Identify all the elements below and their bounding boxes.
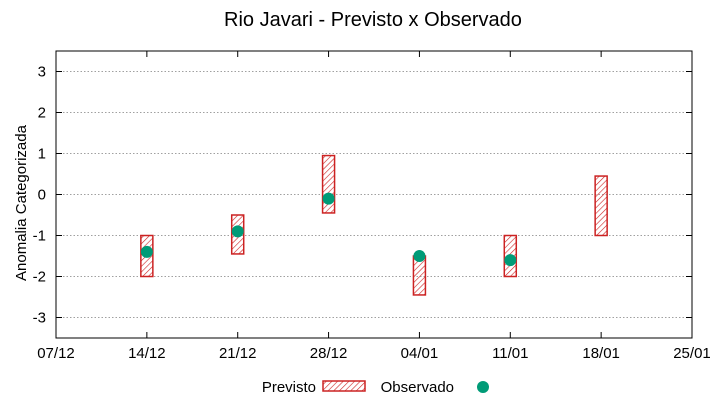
x-tick-label: 25/01 — [673, 345, 711, 362]
previsto-bar — [594, 175, 608, 237]
y-tick-label: 2 — [38, 105, 46, 122]
x-tick-label: 28/12 — [310, 345, 348, 362]
y-tick-label: 1 — [38, 146, 46, 163]
x-tick-label: 07/12 — [37, 345, 75, 362]
observado-point — [231, 225, 244, 238]
observado-series — [140, 192, 517, 267]
plot-frame — [55, 50, 693, 339]
y-tick-label: 3 — [38, 64, 46, 81]
legend-observado-label: Observado — [381, 379, 454, 396]
grid — [56, 71, 692, 318]
x-tick-label: 14/12 — [128, 345, 166, 362]
chart-title: Rio Javari - Previsto x Observado — [224, 9, 522, 31]
previsto-series — [140, 154, 608, 296]
y-tick-label: 0 — [38, 187, 46, 204]
observado-point — [140, 245, 153, 258]
y-tick-label: -1 — [33, 228, 46, 245]
legend-previsto-swatch — [322, 380, 366, 392]
y-tick-label: -2 — [33, 269, 46, 286]
y-tick-label: -3 — [33, 310, 46, 327]
legend-previsto-label: Previsto — [262, 379, 316, 396]
x-tick-label: 11/01 — [492, 345, 528, 362]
observado-point — [504, 254, 517, 267]
legend-observado-marker — [477, 381, 489, 393]
y-axis-label: Anomalia Categorizada — [13, 124, 30, 281]
x-axis: 07/12 14/12 21/12 28/12 04/01 11/01 18/01 25/01 — [37, 51, 711, 362]
legend: Previsto Observado — [262, 379, 489, 396]
x-tick-label: 18/01 — [582, 345, 620, 362]
y-axis: 3 2 1 0 -1 -2 -3 — [33, 64, 692, 327]
x-tick-label: 21/12 — [219, 345, 257, 362]
observado-point — [413, 250, 426, 262]
x-tick-label: 04/01 — [401, 345, 439, 362]
observado-point — [322, 192, 335, 205]
